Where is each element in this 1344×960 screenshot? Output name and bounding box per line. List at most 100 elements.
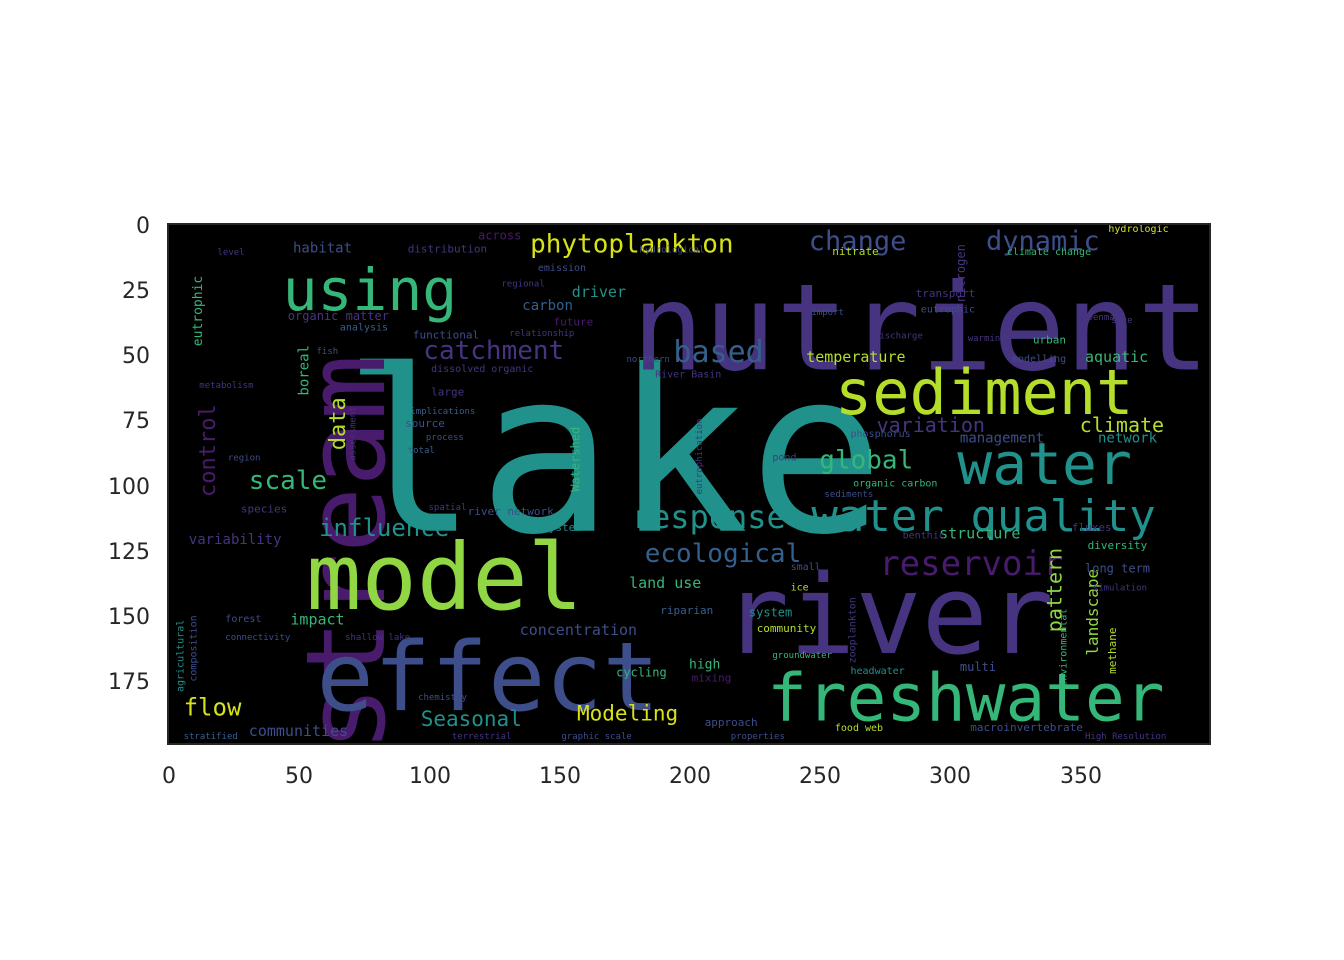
word-dynamic: dynamic xyxy=(986,226,1100,257)
word-region: region xyxy=(228,454,261,464)
x-tick-label: 300 xyxy=(929,764,971,789)
word-network: network xyxy=(1098,430,1158,446)
word-river-network: river network xyxy=(468,505,554,518)
x-tick-label: 50 xyxy=(285,764,313,789)
word-carbon: carbon xyxy=(522,298,573,314)
word-nitrate: nitrate xyxy=(832,245,878,258)
word-management: management xyxy=(960,430,1044,446)
y-tick-label: 75 xyxy=(122,409,150,434)
word-food-web: food web xyxy=(835,723,883,734)
word-aquatic: aquatic xyxy=(1085,348,1148,366)
word-scale: scale xyxy=(249,466,327,496)
word-macroinvertebrate: macroinvertebrate xyxy=(970,721,1083,734)
word-agricultural: agricultural xyxy=(176,620,187,692)
word-urban: urban xyxy=(1033,334,1066,347)
word-data: data xyxy=(326,397,351,450)
x-tick-label: 350 xyxy=(1060,764,1102,789)
word-species: species xyxy=(241,503,287,516)
word-high: high xyxy=(689,658,720,673)
word-fluxes: fluxes xyxy=(1072,521,1112,534)
y-tick-label: 0 xyxy=(136,214,150,239)
word-process: process xyxy=(426,433,464,443)
word-stream: stream xyxy=(282,354,410,751)
word-cycling: cycling xyxy=(616,665,667,679)
word-zooplankton: zooplankton xyxy=(848,597,859,663)
word-flow: flow xyxy=(184,693,242,721)
word-benthic: benthic xyxy=(903,531,945,542)
y-axis: 0 25 50 75 100 125 150 175 xyxy=(108,214,150,695)
word-seasonal: Seasonal xyxy=(421,707,522,731)
x-tick-label: 0 xyxy=(162,764,176,789)
word-assessment: assessment xyxy=(349,406,359,460)
word-environmental: environmental xyxy=(1059,609,1070,687)
word-groundwater: groundwater xyxy=(772,651,832,661)
word-response: response xyxy=(632,498,786,536)
x-axis: 0 50 100 150 200 250 300 350 xyxy=(162,764,1102,789)
word-variability: variability xyxy=(189,532,282,548)
word-based: based xyxy=(673,335,763,370)
word-lake: lake xyxy=(343,323,885,585)
word-phosphorus: phosphorus xyxy=(851,429,911,440)
word-eutrophic: eutrophic xyxy=(191,276,206,346)
word-phytoplankton: phytoplankton xyxy=(530,230,734,260)
word-level: level xyxy=(218,248,245,258)
word-relationship: relationship xyxy=(509,329,574,339)
word-nutrient: nutrient xyxy=(632,260,1210,399)
word-discharge: discharge xyxy=(874,331,923,341)
word-sediment: sediment xyxy=(835,356,1134,429)
word-northern: northern xyxy=(627,355,670,365)
word-future: future xyxy=(554,315,594,328)
word-source: source xyxy=(405,417,445,430)
word-multi: multi xyxy=(960,660,996,674)
word-riparian: riparian xyxy=(660,604,713,617)
word-global: global xyxy=(819,445,913,475)
word-long-term: long term xyxy=(1085,561,1150,575)
word-reservoir: reservoir xyxy=(879,544,1063,584)
word-shallow-lake: shallow lake xyxy=(345,633,410,643)
word-modeling: Modeling xyxy=(577,702,678,726)
word-ice: ice xyxy=(791,583,809,594)
word-freshwater: freshwater xyxy=(767,660,1164,737)
word-regional: regional xyxy=(501,279,544,289)
word-landscape: landscape xyxy=(1083,569,1102,656)
word-transport: transport xyxy=(916,287,976,300)
word-large: large xyxy=(431,386,464,399)
word-hydrologic: hydrologic xyxy=(1108,224,1168,235)
word-communities: communities xyxy=(249,722,348,740)
word-approach: approach xyxy=(705,716,758,729)
word-graphic-scale: graphic scale xyxy=(561,732,631,742)
word-functional: functional xyxy=(413,328,479,341)
x-tick-label: 250 xyxy=(799,764,841,789)
word-temperature: temperature xyxy=(806,348,905,366)
y-tick-label: 125 xyxy=(108,540,150,565)
word-impact: impact xyxy=(290,610,344,628)
axes-background xyxy=(168,224,1210,744)
word-implications: implications xyxy=(410,407,475,417)
word-river-basin: River Basin xyxy=(655,369,721,380)
word-metabolism: metabolism xyxy=(199,381,253,391)
word-mixing: mixing xyxy=(692,672,732,685)
word-hydrological: hydrological xyxy=(640,246,705,256)
word-effect: effect xyxy=(317,623,660,733)
word-boreal: boreal xyxy=(297,345,313,396)
word-change: change xyxy=(809,226,907,257)
word-connectivity: connectivity xyxy=(225,633,291,643)
word-spatial: spatial xyxy=(429,503,467,513)
word-dissolved-organic: dissolved organic xyxy=(431,364,533,375)
word-concentration: concentration xyxy=(520,621,637,639)
word-catchment: catchment xyxy=(423,336,564,366)
axes-frame xyxy=(167,223,1211,745)
word-headwater: headwater xyxy=(851,666,905,677)
word-distribution: distribution xyxy=(408,243,487,256)
word-warming: warming xyxy=(968,334,1006,344)
word-ecological: ecological xyxy=(645,539,802,569)
word-terrestrial: terrestrial xyxy=(452,732,512,742)
word-climate-change: climate change xyxy=(1007,247,1091,258)
word-model: model xyxy=(306,524,583,631)
word-community: community xyxy=(757,622,817,635)
word-diversity: diversity xyxy=(1088,539,1148,552)
word-methane: methane xyxy=(1106,627,1119,673)
